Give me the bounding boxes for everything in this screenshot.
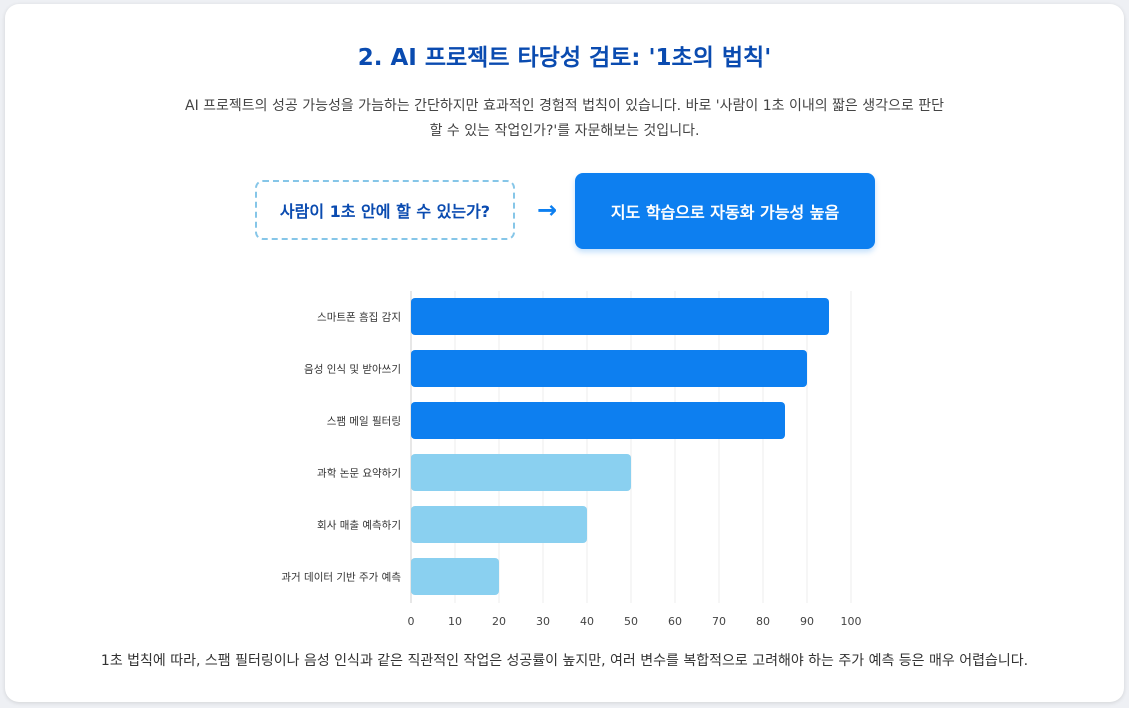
bar [411, 558, 499, 595]
x-tick-label: 0 [408, 615, 415, 628]
chart-grid [410, 291, 852, 603]
rule-question-box: 사람이 1초 안에 할 수 있는가? [255, 180, 515, 240]
x-tick-label: 40 [580, 615, 594, 628]
x-tick-label: 50 [624, 615, 638, 628]
category-label: 음성 인식 및 받아쓰기 [304, 364, 401, 376]
category-label: 회사 매출 예측하기 [317, 519, 401, 532]
page-title: 2. AI 프로젝트 타당성 검토: '1초의 법칙' [357, 45, 772, 71]
x-tick-label: 80 [756, 615, 770, 628]
rule-answer-box: 지도 학습으로 자동화 가능성 높음 [575, 173, 875, 249]
bar [411, 402, 785, 439]
bar [411, 506, 587, 543]
chart-bars [411, 298, 829, 595]
x-tick-label: 70 [712, 615, 726, 628]
chart-x-ticks: 0 10 20 30 40 50 60 70 80 90 100 [408, 615, 862, 628]
x-tick-label: 100 [841, 615, 862, 628]
category-label: 과거 데이터 기반 주가 예측 [281, 571, 401, 584]
category-label: 과학 논문 요약하기 [317, 467, 401, 480]
bar [411, 298, 829, 335]
footer-note: 1초 법칙에 따라, 스팸 필터링이나 음성 인식과 같은 직관적인 작업은 성… [100, 653, 1029, 669]
x-tick-label: 30 [536, 615, 550, 628]
x-tick-label: 10 [448, 615, 462, 628]
description-text: AI 프로젝트의 성공 가능성을 가늠하는 간단하지만 효과적인 경험적 법칙이… [185, 98, 944, 139]
category-label: 스마트폰 흠집 감지 [317, 311, 401, 324]
right-arrow-icon: → [536, 196, 558, 224]
category-label: 스팸 메일 필터링 [327, 415, 401, 428]
x-tick-label: 60 [668, 615, 682, 628]
bar [411, 350, 807, 387]
x-tick-label: 90 [800, 615, 814, 628]
x-tick-label: 20 [492, 615, 506, 628]
bar [411, 454, 631, 491]
